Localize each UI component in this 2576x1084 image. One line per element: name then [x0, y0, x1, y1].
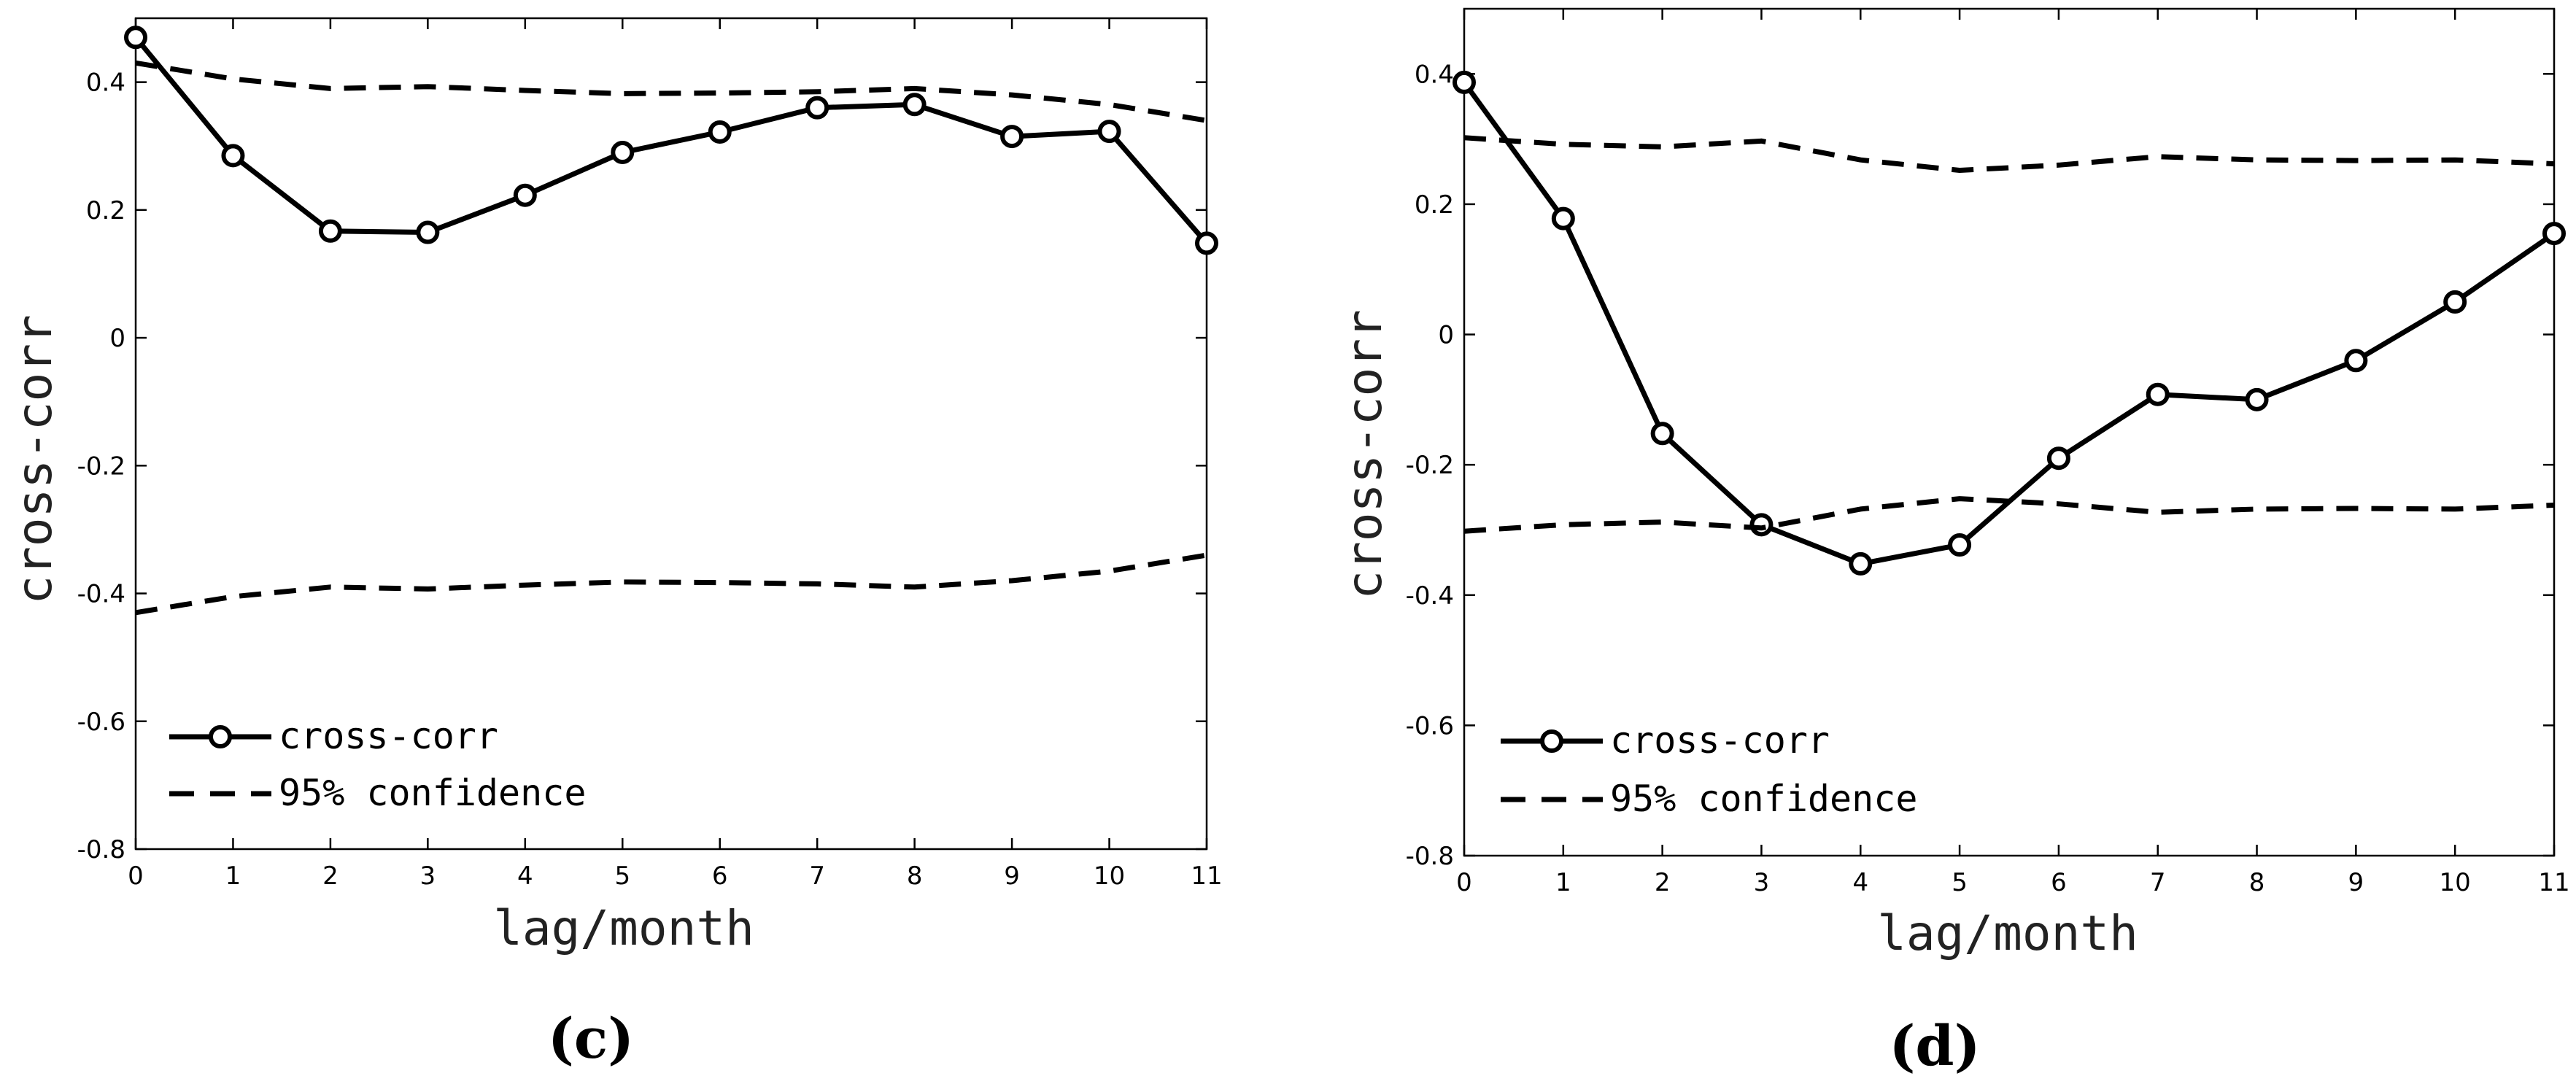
- x-tick-label: 10: [2440, 868, 2471, 897]
- cross-corr-point: [221, 144, 245, 168]
- x-tick-label: 2: [1655, 868, 1671, 897]
- cross-corr-point: [513, 183, 537, 207]
- y-tick-label: 0: [109, 324, 125, 353]
- x-axis-label: lag/month: [493, 900, 754, 956]
- x-tick-label: 5: [1952, 868, 1968, 897]
- x-tick-label: 1: [1555, 868, 1571, 897]
- y-tick-label: -0.6: [77, 708, 125, 737]
- y-tick-label: -0.8: [1406, 842, 1454, 871]
- x-axis-label: lag/month: [1877, 905, 2138, 961]
- y-tick-label: 0.2: [1415, 190, 1454, 220]
- cross-corr-point: [1849, 551, 1873, 576]
- cross-corr-point: [902, 93, 927, 117]
- cross-corr-point: [805, 96, 829, 120]
- cross-corr-point: [611, 140, 635, 164]
- confidence-upper-line: [135, 60, 1207, 123]
- y-tick-label: 0.2: [86, 196, 125, 225]
- y-axis-label: cross-corr: [1337, 309, 1393, 599]
- x-tick-label: 4: [1852, 868, 1868, 897]
- legend-marker: [209, 725, 232, 748]
- x-tick-label: 6: [2051, 868, 2067, 897]
- x-tick-label: 0: [128, 862, 144, 891]
- cross-corr-point: [1749, 513, 1774, 537]
- y-tick-label: -0.2: [77, 452, 125, 481]
- x-tick-label: 6: [712, 862, 728, 891]
- cross-corr-point: [1453, 70, 1476, 94]
- cross-corr-point: [1195, 231, 1218, 255]
- x-tick-label: 11: [1191, 862, 1222, 891]
- y-tick-label: -0.6: [1406, 711, 1454, 740]
- panel-label: (c): [548, 1006, 634, 1071]
- panel-c: -0.8 -0.6 -0.4 -0.2 0 0.2 0.4 0 1 2 3 4 5 6 7 8 9 10 11 lag…: [7, 17, 1223, 1071]
- cross-corr-point: [416, 220, 440, 244]
- cross-corr-point: [2245, 387, 2269, 411]
- x-tick-label: 7: [809, 862, 825, 891]
- x-tick-label: 3: [1754, 868, 1770, 897]
- panel-label: (d): [1889, 1013, 1980, 1078]
- x-tick-label: 10: [1094, 862, 1125, 891]
- x-tick-label: 9: [1004, 862, 1020, 891]
- cross-corr-point: [318, 219, 342, 243]
- cross-corr-point: [2146, 382, 2170, 406]
- x-tick-label: 11: [2538, 868, 2569, 897]
- x-tick-label: 7: [2150, 868, 2166, 897]
- legend-marker: [1540, 729, 1563, 753]
- cross-corr-point: [2542, 222, 2566, 246]
- legend-label: 95% confidence: [1610, 778, 1917, 820]
- x-tick-label: 8: [2249, 868, 2265, 897]
- cross-corr-point: [1097, 120, 1121, 144]
- plot-frame: [134, 17, 1208, 851]
- legend-label: cross-corr: [279, 715, 498, 757]
- x-tick-label: 8: [907, 862, 923, 891]
- plot-frame: [1463, 7, 2556, 857]
- cross-corr-point: [1948, 533, 1972, 557]
- y-tick-label: 0.4: [1415, 60, 1454, 89]
- confidence-lower-line: [135, 552, 1207, 616]
- x-tick-label: 5: [614, 862, 630, 891]
- cross-corr-point: [708, 120, 732, 144]
- y-tick-label: 0.4: [86, 69, 125, 98]
- x-tick-label: 2: [322, 862, 339, 891]
- y-tick-label: 0: [1438, 321, 1454, 350]
- cross-corr-point: [124, 26, 147, 50]
- cross-corr-point: [2046, 446, 2070, 471]
- y-tick-label: -0.4: [77, 580, 125, 609]
- panel-d: -0.8 -0.6 -0.4 -0.2 0 0.2 0.4 0 1 2 3 4 5 6 7 8 9 10 11 lag…: [1337, 7, 2570, 1078]
- y-tick-label: -0.8: [77, 835, 125, 864]
- cross-corr-point: [1650, 422, 1674, 446]
- x-tick-label: 9: [2348, 868, 2364, 897]
- cross-corr-line: [134, 36, 1209, 245]
- legend-label: 95% confidence: [279, 772, 586, 814]
- y-axis-label: cross-corr: [7, 314, 63, 604]
- cross-corr-point: [1000, 125, 1024, 149]
- y-tick-label: -0.2: [1406, 451, 1454, 480]
- legend-label: cross-corr: [1610, 719, 1830, 762]
- confidence-upper-line: [1463, 135, 2555, 173]
- cross-corr-point: [2443, 290, 2467, 314]
- cross-corr-point: [1551, 206, 1575, 231]
- x-tick-label: 1: [225, 862, 241, 891]
- confidence-lower-line: [1463, 496, 2555, 534]
- x-tick-label: 0: [1456, 868, 1472, 897]
- y-tick-label: -0.4: [1406, 581, 1454, 611]
- cross-corr-line: [1462, 80, 2556, 567]
- cross-corr-point: [2344, 349, 2368, 373]
- x-tick-label: 3: [420, 862, 436, 891]
- x-tick-label: 4: [517, 862, 533, 891]
